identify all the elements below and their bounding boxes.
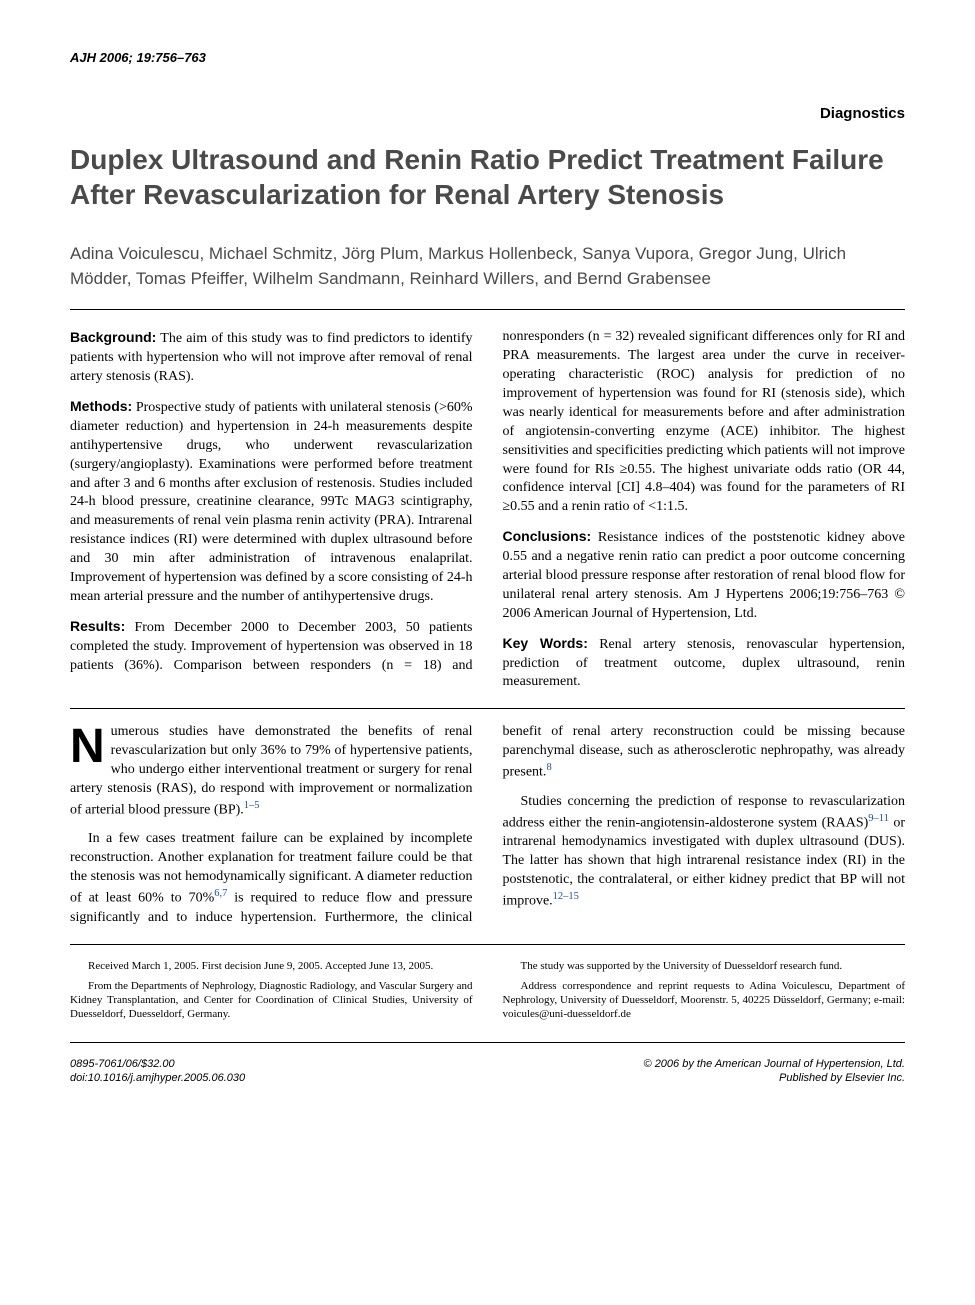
abstract-block: Background: The aim of this study was to…	[70, 328, 905, 692]
body-text-block: Numerous studies have demonstrated the b…	[70, 723, 905, 927]
keywords-label: Key Words:	[503, 635, 588, 651]
dropcap-letter: N	[70, 723, 111, 768]
ref-6-7[interactable]: 6,7	[214, 888, 227, 899]
abstract-methods: Methods: Prospective study of patients w…	[70, 397, 473, 607]
footer-received: Received March 1, 2005. First decision J…	[70, 959, 473, 973]
background-label: Background:	[70, 329, 156, 345]
issn-price: 0895-7061/06/$32.00	[70, 1057, 245, 1071]
ref-8[interactable]: 8	[546, 762, 551, 773]
footer-from: From the Departments of Nephrology, Diag…	[70, 979, 473, 1022]
body-p3a: Studies concerning the prediction of res…	[503, 794, 906, 831]
copyright-right: © 2006 by the American Journal of Hypert…	[644, 1057, 905, 1086]
abstract-conclusions: Conclusions: Resistance indices of the p…	[503, 527, 906, 623]
methods-label: Methods:	[70, 398, 132, 414]
doi: doi:10.1016/j.amjhyper.2005.06.030	[70, 1071, 245, 1085]
ref-12-15[interactable]: 12–15	[553, 891, 579, 902]
rule-mid	[70, 708, 905, 709]
journal-header: AJH 2006; 19:756–763	[70, 50, 905, 65]
conclusions-label: Conclusions:	[503, 528, 592, 544]
footer-correspondence: Address correspondence and reprint reque…	[503, 979, 906, 1022]
rule-bottom	[70, 1042, 905, 1043]
results-text-b: revealed significant differences only fo…	[503, 329, 906, 514]
rule-footer	[70, 944, 905, 945]
methods-text: Prospective study of patients with unila…	[70, 400, 473, 604]
copyright-left: 0895-7061/06/$32.00 doi:10.1016/j.amjhyp…	[70, 1057, 245, 1086]
body-p3: Studies concerning the prediction of res…	[503, 793, 906, 912]
abstract-keywords: Key Words: Renal artery stenosis, renova…	[503, 634, 906, 693]
section-label: Diagnostics	[70, 105, 905, 122]
copyright-text: © 2006 by the American Journal of Hypert…	[644, 1057, 905, 1071]
ref-9-11[interactable]: 9–11	[868, 813, 889, 824]
rule-top	[70, 309, 905, 310]
body-p1-text: umerous studies have demonstrated the be…	[70, 724, 473, 817]
article-title: Duplex Ultrasound and Renin Ratio Predic…	[70, 142, 905, 212]
ref-1-5[interactable]: 1–5	[244, 800, 260, 811]
results-label: Results:	[70, 618, 125, 634]
footer-support: The study was supported by the Universit…	[503, 959, 906, 973]
footer-notes: Received March 1, 2005. First decision J…	[70, 959, 905, 1028]
authors-list: Adina Voiculescu, Michael Schmitz, Jörg …	[70, 242, 905, 291]
publisher-text: Published by Elsevier Inc.	[644, 1071, 905, 1085]
body-p1: Numerous studies have demonstrated the b…	[70, 723, 473, 820]
abstract-background: Background: The aim of this study was to…	[70, 328, 473, 387]
copyright-row: 0895-7061/06/$32.00 doi:10.1016/j.amjhyp…	[70, 1057, 905, 1086]
